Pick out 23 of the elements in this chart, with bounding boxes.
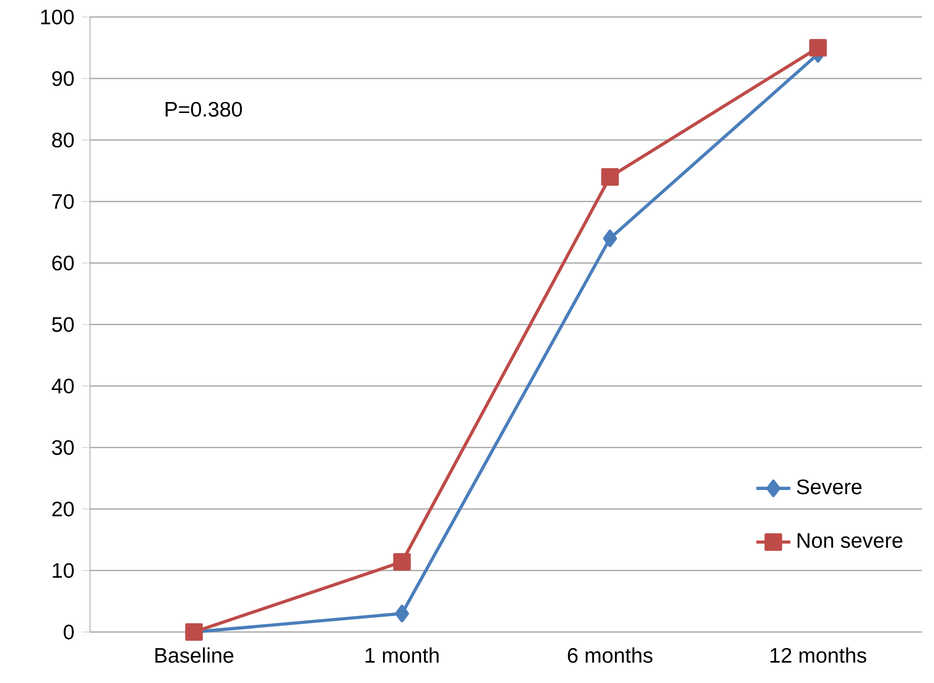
- legend-label: Non severe: [798, 533, 902, 548]
- y-tick-label: 70: [52, 194, 74, 209]
- point: [809, 38, 827, 57]
- x-tick-label: 6 months: [568, 647, 652, 663]
- y-tick-label: 20: [52, 502, 74, 516]
- annotation: P=0.380: [166, 102, 242, 117]
- y-tick-label: 50: [52, 317, 74, 332]
- point: [601, 168, 619, 186]
- y-tick-label: 80: [52, 132, 74, 148]
- point: [393, 553, 411, 571]
- y-tick-label: 30: [52, 440, 74, 455]
- point: [395, 604, 410, 622]
- y-tick-label: 90: [52, 71, 74, 86]
- x-tick-label: 1 month: [366, 647, 439, 663]
- y-tick-label: 10: [52, 563, 74, 578]
- y-tick-label: 0: [64, 624, 74, 640]
- x-tick-label: 12 months: [770, 647, 866, 663]
- point: [603, 230, 618, 248]
- y-tick-label: 60: [52, 256, 74, 270]
- y-tick-label: 100: [41, 10, 74, 24]
- legend-label: Severe: [796, 479, 862, 494]
- y-tick-label: 40: [52, 378, 74, 394]
- x-tick-label: Baseline: [155, 647, 234, 663]
